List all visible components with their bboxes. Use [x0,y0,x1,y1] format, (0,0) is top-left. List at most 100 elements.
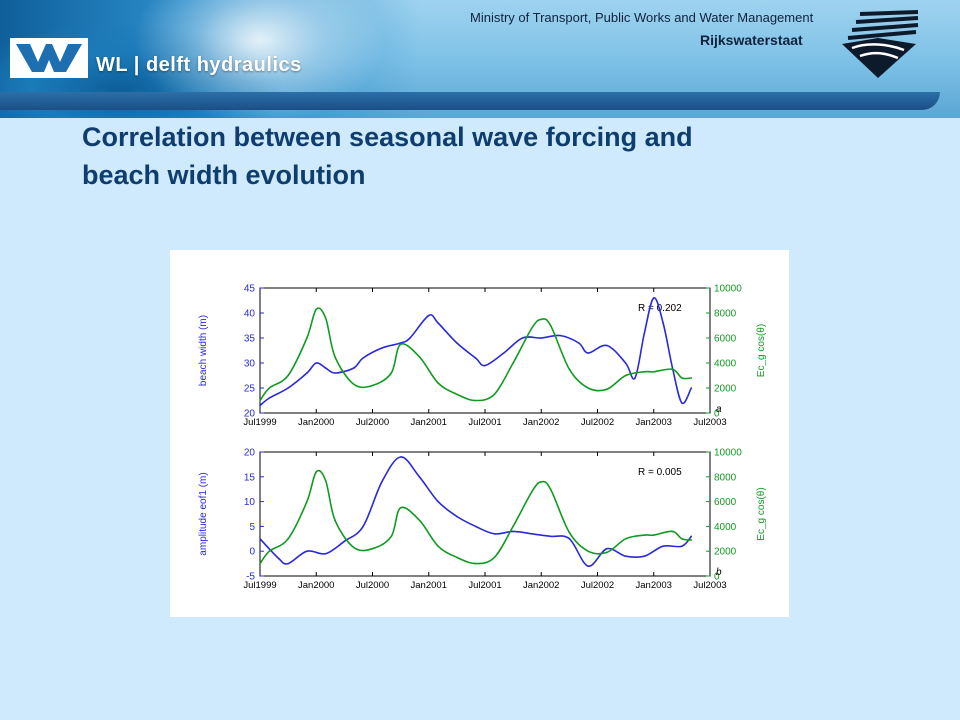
series-line-left-b [259,456,692,567]
data-point [634,377,636,379]
series-line-right-b [259,469,692,565]
data-point [624,374,627,377]
data-point [315,471,318,473]
data-point [521,337,524,339]
data-point [587,387,589,389]
series-line-left-a [259,297,693,407]
data-point [428,314,430,317]
data-point [259,404,261,407]
data-point [418,476,421,478]
data-point [512,530,514,533]
data-point [474,399,477,402]
data-point [306,500,308,503]
data-point [624,538,627,540]
data-point [662,322,664,324]
data-point [390,535,393,538]
y-tick-label-right: 2000 [714,384,737,395]
data-point [259,562,261,565]
data-point [456,556,458,559]
data-point [474,357,477,359]
data-point [287,562,289,565]
data-point [437,322,439,324]
data-point [653,534,655,536]
data-point [531,327,533,329]
x-tick-label: Jan2003 [636,417,672,428]
y-tick-label-right: 4000 [714,522,737,533]
y-tick-label-right: 4000 [714,359,737,370]
x-tick-label: Jul2001 [468,580,501,591]
y-tick-label-right: 0 [714,409,720,420]
rijkswaterstaat-logo-icon [842,10,919,78]
data-point [643,555,646,557]
header-bottom-band [0,92,940,110]
data-point [334,519,336,521]
x-tick-label: Jul2003 [693,580,726,591]
data-point [390,372,393,374]
data-point [578,342,580,344]
title-line-1: Correlation between seasonal wave forcin… [82,122,693,152]
series-line-right-a [259,307,692,402]
data-point [371,384,374,387]
data-point [681,402,683,404]
data-point [503,352,505,354]
y-tick-label-left: -5 [246,572,255,583]
data-point [540,481,543,483]
data-point [268,397,271,399]
data-point [606,547,608,550]
data-point [643,371,646,373]
data-point [399,343,402,346]
x-tick-label: Jul1999 [243,580,276,591]
data-point [587,565,589,567]
data-point [343,540,346,543]
data-point [268,550,271,552]
y-axis-label-right: Ec_g cos(θ) [756,324,767,377]
header-banner: WL | delft hydraulics Ministry of Transp… [0,0,960,118]
data-point [681,545,683,547]
data-point [381,347,383,349]
data-point [512,525,514,528]
data-point [559,334,561,337]
data-point [399,456,402,458]
x-tick-label: Jan2003 [636,580,672,591]
x-tick-label: Jul2002 [581,417,614,428]
data-point [587,352,589,354]
agency-name: Rijkswaterstaat [700,32,803,48]
data-point [568,368,571,371]
data-point [353,546,355,549]
data-point [624,362,627,364]
y-tick-label-left: 30 [244,359,256,370]
data-point [568,531,571,534]
x-tick-label: Jan2001 [411,417,447,428]
y-tick-label-left: 0 [249,547,255,558]
data-point [362,525,364,528]
y-tick-label-left: 10 [244,497,256,508]
data-point [399,507,402,509]
data-point [587,550,589,552]
x-tick-label: Jan2002 [523,580,559,591]
data-point [643,534,646,536]
correlation-annotation: R = 0.005 [638,467,682,478]
y-tick-label-right: 6000 [714,334,737,345]
data-point [306,372,308,374]
y-tick-label-left: 20 [244,448,256,459]
data-point [474,562,477,565]
y-axis-label-left: amplitude eof1 (m) [198,472,209,555]
data-point [437,500,439,503]
data-point [259,399,261,402]
chart-svg: Jul1999 Jan2000 Jul2000 Jan2001 Jul2001 Jan20… [198,284,767,592]
data-point [315,362,318,364]
data-point [437,545,439,547]
data-point [353,367,355,369]
data-point [606,551,608,554]
wl-logo-icon [10,38,88,78]
chart-figure: Jul1999 Jan2000 Jul2000 Jan2001 Jul2001 Jan20… [170,250,789,617]
data-point [334,372,336,374]
x-tick-label: Jul2000 [356,417,389,428]
data-point [353,383,355,386]
y-tick-label-left: 15 [244,472,256,483]
data-point [268,387,271,389]
data-point [484,364,486,367]
data-point [568,538,571,540]
data-point [278,557,280,560]
data-point [287,374,289,377]
